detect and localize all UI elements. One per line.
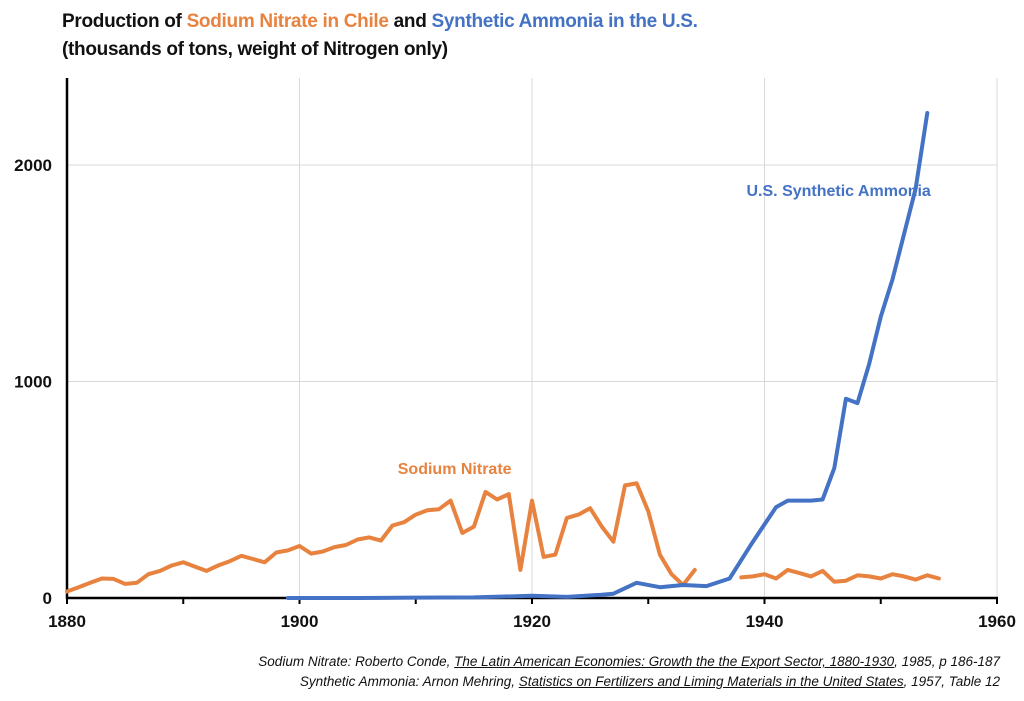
title-series-ammonia: Synthetic Ammonia in the U.S. [431, 11, 698, 32]
title-prefix: Production of [62, 11, 187, 32]
axes [65, 78, 998, 604]
source-note-sodium-nitrate: Sodium Nitrate: Roberto Conde, The Latin… [258, 654, 1000, 669]
source2-title: Statistics on Fertilizers and Liming Mat… [518, 674, 904, 689]
tick-labels: 1880 1900 1920 1940 1960 0 1000 2000 [14, 156, 1016, 631]
gridlines [67, 78, 998, 598]
y-tick-label-2000: 2000 [14, 156, 52, 175]
series-line-u-s-synthetic-ammonia-segment-0 [285, 111, 930, 600]
source1-suffix: , 1985, p 186-187 [894, 654, 1000, 669]
x-tick-label-1920: 1920 [513, 612, 551, 631]
x-tick-label-1960: 1960 [978, 612, 1016, 631]
x-tick-label-1940: 1940 [746, 612, 784, 631]
x-tick-label-1880: 1880 [48, 612, 86, 631]
chart-title: Production of Sodium Nitrate in Chile an… [62, 8, 698, 64]
source2-suffix: , 1957, Table 12 [903, 674, 1000, 689]
series-line-sodium-nitrate-segment-1 [739, 567, 941, 584]
source-note-ammonia: Synthetic Ammonia: Arnon Mehring, Statis… [300, 674, 1000, 689]
series-annotations: Sodium Nitrate U.S. Synthetic Ammonia [398, 183, 931, 478]
x-tick-label-1900: 1900 [281, 612, 319, 631]
chart-title-line1: Production of Sodium Nitrate in Chile an… [62, 8, 698, 36]
title-middle: and [388, 11, 432, 32]
title-series-sodium-nitrate: Sodium Nitrate in Chile [186, 11, 389, 32]
series-lines [65, 111, 941, 600]
y-tick-label-1000: 1000 [14, 373, 52, 392]
source2-prefix: Synthetic Ammonia: Arnon Mehring, [299, 674, 519, 689]
series-line-sodium-nitrate-segment-0 [65, 481, 697, 594]
y-tick-label-0: 0 [43, 589, 52, 608]
annotation-u-s-synthetic-ammonia: U.S. Synthetic Ammonia [747, 183, 931, 200]
source1-title: The Latin American Economies: Growth the… [454, 654, 895, 669]
annotation-sodium-nitrate: Sodium Nitrate [398, 461, 512, 478]
chart-subtitle: (thousands of tons, weight of Nitrogen o… [62, 39, 448, 60]
source1-prefix: Sodium Nitrate: Roberto Conde, [258, 654, 455, 669]
